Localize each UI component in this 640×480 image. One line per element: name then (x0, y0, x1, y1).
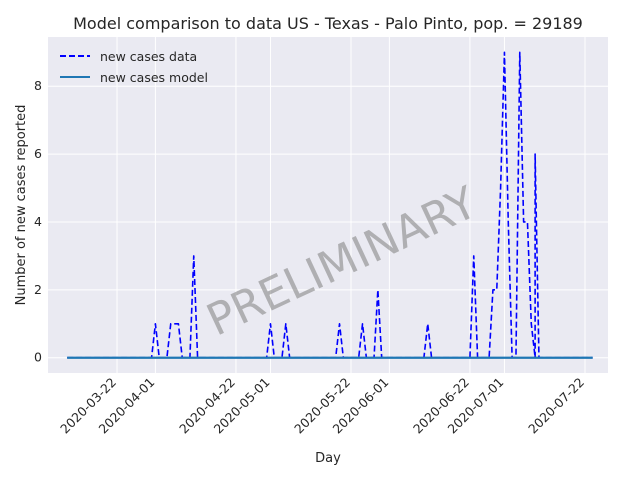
x-axis-label: Day (315, 451, 341, 466)
series-lines (67, 51, 593, 359)
y-tick-labels: 0 2 4 6 8 (34, 78, 42, 365)
legend: new cases data new cases model (60, 49, 208, 85)
series-line-data (67, 51, 593, 359)
plot-area (48, 37, 608, 373)
y-tick-label: 8 (34, 78, 42, 93)
chart-title: Model comparison to data US - Texas - Pa… (73, 14, 583, 33)
legend-label-model: new cases model (100, 70, 208, 85)
y-tick-label: 0 (34, 350, 42, 365)
y-axis-label: Number of new cases reported (14, 105, 29, 306)
y-tick-label: 4 (34, 214, 42, 229)
y-tick-label: 2 (34, 282, 42, 297)
legend-label-data: new cases data (100, 49, 197, 64)
y-tick-label: 6 (34, 146, 42, 161)
x-tick-label: 2020-07-22 (525, 375, 587, 437)
grid (48, 37, 608, 373)
